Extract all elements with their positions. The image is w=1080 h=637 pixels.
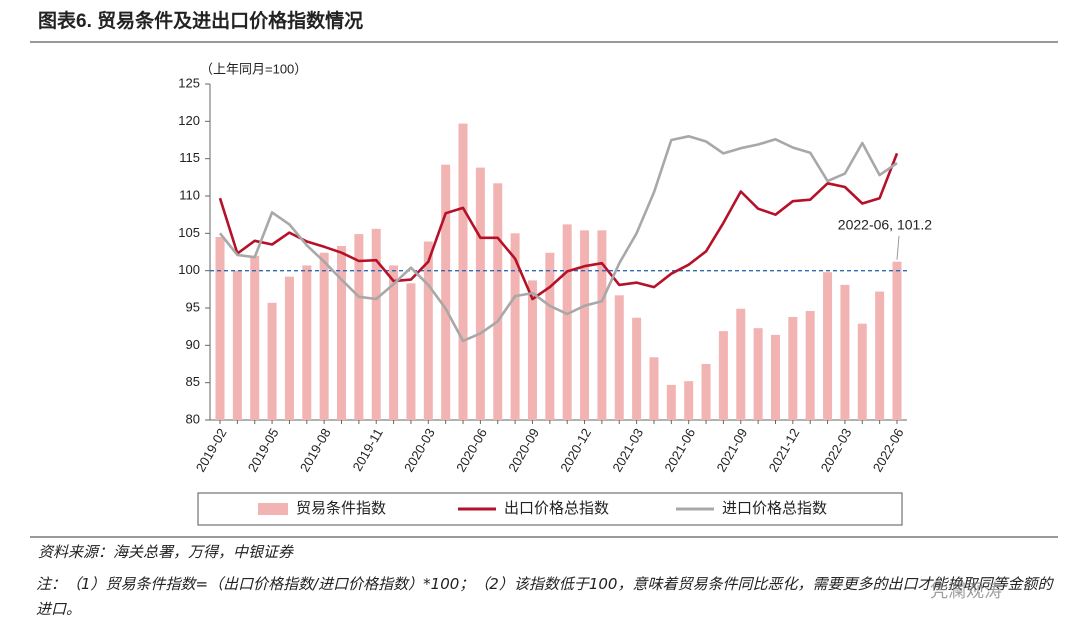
bar <box>718 331 728 420</box>
y-tick-label: 125 <box>178 75 200 90</box>
x-tick-label: 2021-09 <box>713 426 750 475</box>
legend-label: 进口价格总指数 <box>722 500 827 517</box>
bar <box>562 224 572 420</box>
bar <box>823 272 833 420</box>
bar <box>545 252 555 420</box>
bar <box>614 295 624 420</box>
bar <box>805 310 815 420</box>
y-tick-label: 80 <box>186 411 200 426</box>
x-tick-label: 2020-12 <box>557 426 594 475</box>
bar <box>753 328 763 420</box>
x-tick-label: 2021-03 <box>609 426 646 475</box>
x-tick-label: 2020-03 <box>401 426 438 475</box>
y-tick-label: 115 <box>179 150 200 165</box>
bar <box>389 265 399 420</box>
bar <box>527 280 537 420</box>
line-series <box>218 152 899 301</box>
annotation: 2022-06, 101.2 <box>838 217 932 233</box>
legend-box <box>197 492 903 526</box>
y-tick-label: 100 <box>178 262 200 277</box>
y-tick-label: 110 <box>179 187 200 202</box>
bar <box>580 230 590 420</box>
chart-title: 图表6. 贸易条件及进出口价格指数情况 <box>38 9 363 32</box>
bar <box>666 384 676 420</box>
x-tick-label: 2019-05 <box>245 426 282 475</box>
y-unit: （上年同月=100） <box>200 61 307 76</box>
x-tick-label: 2020-09 <box>505 426 542 475</box>
bar <box>406 283 416 420</box>
legend-swatch <box>258 503 288 515</box>
annotation-pointer <box>896 235 900 260</box>
bar <box>788 316 798 420</box>
bar <box>423 241 433 420</box>
bar <box>319 252 329 420</box>
bar <box>857 323 867 420</box>
bar <box>597 230 607 420</box>
line-series <box>218 135 898 343</box>
bar <box>475 167 485 420</box>
bar <box>770 334 780 420</box>
x-tick-label: 2021-06 <box>661 426 698 475</box>
bar <box>493 183 503 420</box>
x-tick-label: 2019-08 <box>297 426 334 475</box>
bar <box>840 284 850 420</box>
bar <box>684 381 694 420</box>
legend-label: 出口价格总指数 <box>504 500 609 517</box>
bar <box>510 233 520 420</box>
bar <box>441 164 451 420</box>
bar <box>302 265 312 420</box>
legend-label: 贸易条件指数 <box>296 500 386 517</box>
bar <box>649 357 659 420</box>
x-tick-label: 2019-11 <box>349 426 385 474</box>
bar <box>736 308 746 420</box>
y-tick-label: 85 <box>186 374 200 389</box>
bar <box>892 261 902 420</box>
y-tick-label: 90 <box>186 337 200 352</box>
bar <box>267 302 277 420</box>
bar <box>337 246 347 420</box>
x-tick-label: 2022-03 <box>818 426 855 475</box>
y-tick-label: 95 <box>186 299 200 314</box>
bar <box>701 364 711 420</box>
bar <box>371 228 381 420</box>
y-tick-label: 105 <box>178 225 200 240</box>
bar <box>250 255 260 420</box>
bar <box>632 317 642 420</box>
bar <box>284 276 294 420</box>
bar <box>875 291 885 420</box>
y-tick-label: 120 <box>178 113 200 128</box>
bar <box>232 270 242 420</box>
source: 资料来源：海关总署，万得，中银证券 <box>38 544 294 561</box>
note-box: 注：（1）贸易条件指数=（出口价格指数/进口价格指数）*100；（2）该指数低于… <box>36 575 1053 618</box>
x-tick-label: 2019-02 <box>193 426 230 475</box>
bar <box>215 237 225 420</box>
x-tick-label: 2020-06 <box>453 426 490 475</box>
watermark: 凭澜观涛 <box>930 581 1002 601</box>
x-tick-label: 2021-12 <box>766 426 803 475</box>
x-tick-label: 2022-06 <box>870 426 907 475</box>
bar <box>458 123 468 420</box>
bar <box>354 234 364 420</box>
note: 注：（1）贸易条件指数=（出口价格指数/进口价格指数）*100；（2）该指数低于… <box>36 575 1053 618</box>
